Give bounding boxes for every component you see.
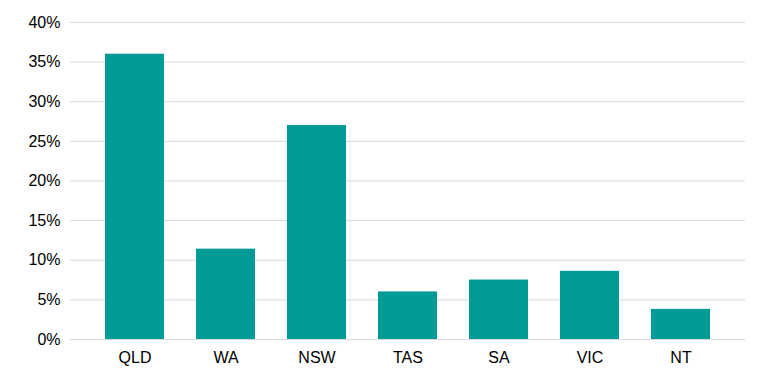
svg-text:0%: 0% — [37, 331, 60, 348]
svg-text:SA: SA — [488, 349, 510, 366]
svg-text:WA: WA — [213, 349, 239, 366]
svg-text:20%: 20% — [28, 172, 60, 189]
svg-text:35%: 35% — [28, 53, 60, 70]
svg-text:15%: 15% — [28, 212, 60, 229]
svg-text:NSW: NSW — [298, 349, 336, 366]
svg-text:TAS: TAS — [393, 349, 423, 366]
svg-text:5%: 5% — [37, 291, 60, 308]
svg-text:10%: 10% — [28, 251, 60, 268]
svg-text:QLD: QLD — [119, 349, 152, 366]
svg-text:25%: 25% — [28, 132, 60, 149]
svg-text:30%: 30% — [28, 93, 60, 110]
svg-text:40%: 40% — [28, 14, 60, 31]
svg-text:NT: NT — [670, 349, 692, 366]
svg-text:VIC: VIC — [577, 349, 604, 366]
